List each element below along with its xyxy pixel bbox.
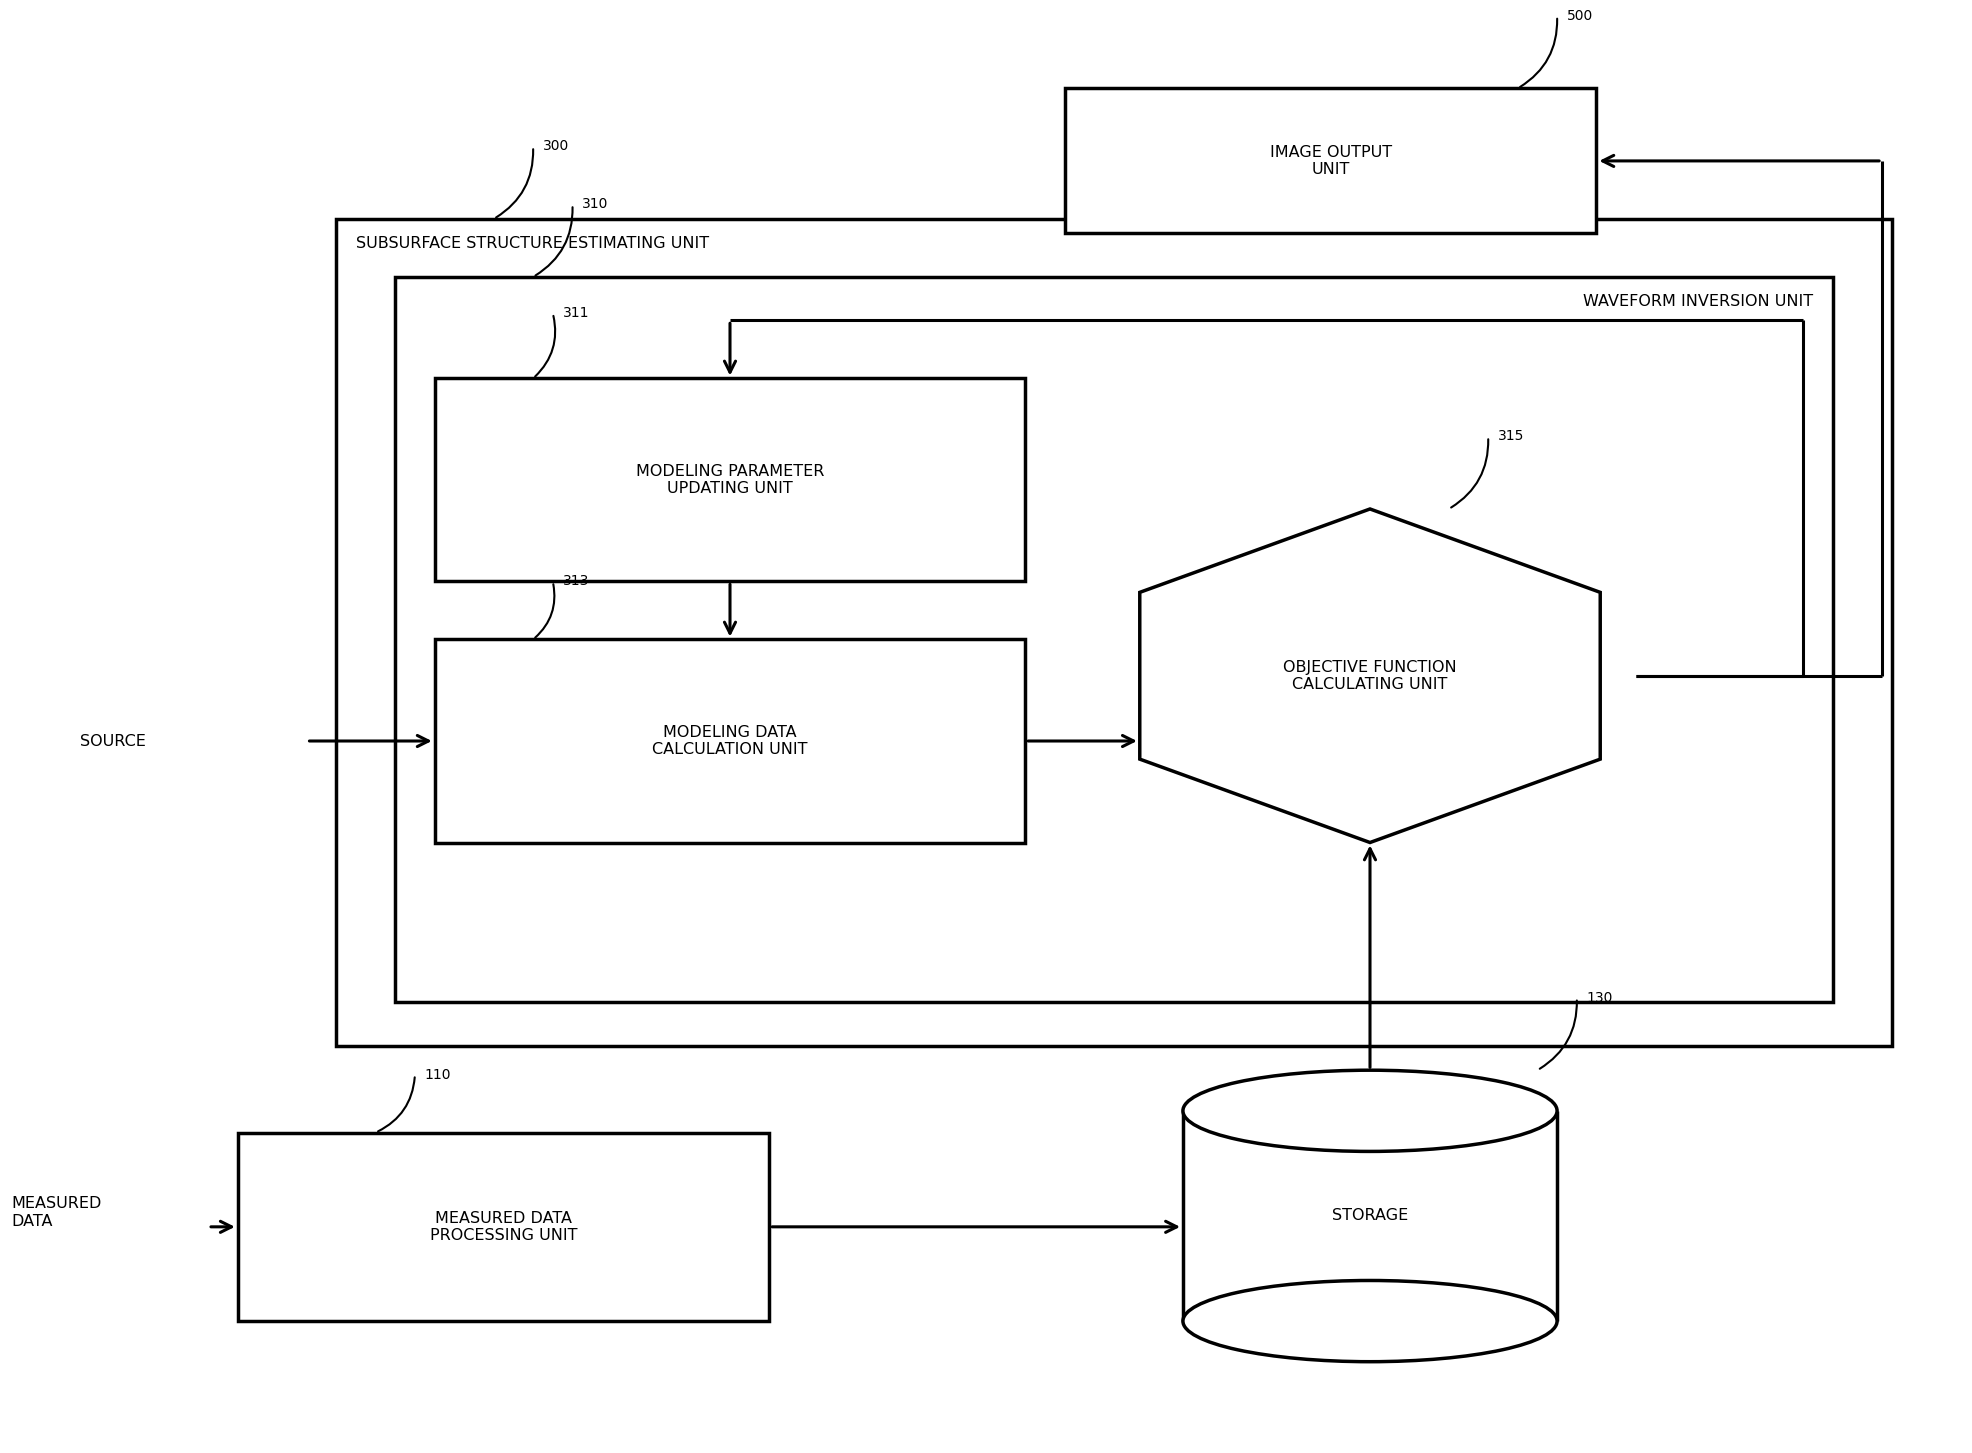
FancyBboxPatch shape	[239, 1132, 769, 1321]
Text: MEASURED
DATA: MEASURED DATA	[12, 1196, 103, 1229]
Text: 500: 500	[1568, 9, 1593, 23]
FancyBboxPatch shape	[434, 378, 1025, 581]
Text: 315: 315	[1499, 430, 1524, 443]
Text: STORAGE: STORAGE	[1331, 1209, 1408, 1223]
Polygon shape	[1140, 509, 1599, 843]
Text: MEASURED DATA
PROCESSING UNIT: MEASURED DATA PROCESSING UNIT	[430, 1210, 578, 1242]
Text: 300: 300	[542, 139, 570, 154]
Text: SOURCE: SOURCE	[81, 734, 146, 748]
Text: 311: 311	[562, 307, 590, 320]
FancyBboxPatch shape	[434, 639, 1025, 843]
Ellipse shape	[1183, 1071, 1558, 1151]
FancyBboxPatch shape	[1065, 89, 1597, 234]
Text: 310: 310	[582, 198, 609, 212]
Text: 313: 313	[562, 574, 590, 588]
Text: 130: 130	[1587, 991, 1613, 1004]
Text: SUBSURFACE STRUCTURE ESTIMATING UNIT: SUBSURFACE STRUCTURE ESTIMATING UNIT	[355, 237, 710, 251]
Text: IMAGE OUTPUT
UNIT: IMAGE OUTPUT UNIT	[1270, 145, 1392, 177]
Text: MODELING PARAMETER
UPDATING UNIT: MODELING PARAMETER UPDATING UNIT	[635, 464, 824, 495]
Text: OBJECTIVE FUNCTION
CALCULATING UNIT: OBJECTIVE FUNCTION CALCULATING UNIT	[1284, 660, 1457, 692]
FancyBboxPatch shape	[394, 278, 1832, 1003]
Ellipse shape	[1183, 1280, 1558, 1361]
Text: MODELING DATA
CALCULATION UNIT: MODELING DATA CALCULATION UNIT	[653, 725, 809, 757]
Text: WAVEFORM INVERSION UNIT: WAVEFORM INVERSION UNIT	[1584, 295, 1812, 309]
Text: 110: 110	[424, 1068, 452, 1081]
FancyBboxPatch shape	[335, 219, 1891, 1046]
